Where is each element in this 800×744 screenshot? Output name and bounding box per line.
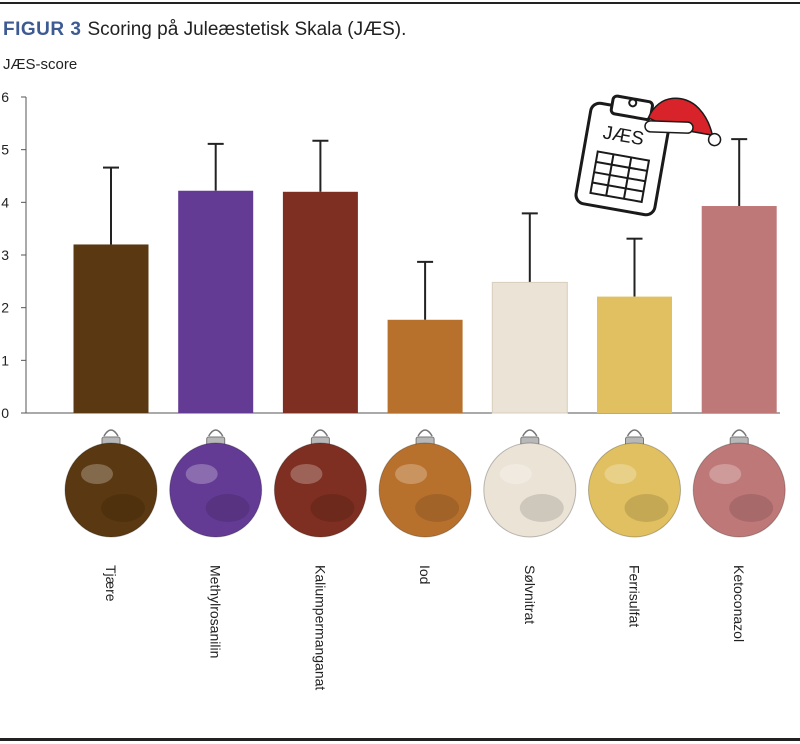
figure-caption: Scoring på Juleæstetisk Skala (JÆS). <box>87 19 407 40</box>
bar <box>597 296 672 413</box>
y-tick-label: 3 <box>1 247 9 263</box>
bar <box>282 191 358 413</box>
bar <box>73 244 149 413</box>
x-tick-label: Iod <box>417 565 433 584</box>
top-rule <box>0 2 800 4</box>
bar <box>387 319 463 413</box>
y-tick-label: 1 <box>1 352 9 368</box>
y-axis-label: JÆS-score <box>3 56 78 73</box>
y-tick-label: 5 <box>1 142 9 158</box>
ornament-icon <box>483 429 577 538</box>
ornament-icon <box>692 429 786 538</box>
ornament-icon <box>378 429 472 538</box>
ornament-icon <box>169 429 263 538</box>
x-tick-label: Sølvnitrat <box>522 565 538 624</box>
y-tick-label: 2 <box>1 300 9 316</box>
figure-title: FIGUR 3 Scoring på Juleæstetisk Skala (JÆ… <box>3 19 406 41</box>
bar <box>491 281 568 414</box>
ornament-icon <box>588 429 681 538</box>
x-tick-labels: Tjære Methylrosanilin Kaliumpermanganat Iod… <box>103 565 747 690</box>
x-tick-label: Kaliumpermanganat <box>312 565 328 690</box>
x-tick-label: Ferrisulfat <box>627 565 643 627</box>
clipboard-santa-hat-icon: JÆS <box>574 94 722 217</box>
bars <box>73 138 777 414</box>
ornament-icon <box>273 429 367 538</box>
bar <box>178 190 254 413</box>
ornaments <box>64 429 786 538</box>
axes: 0 1 2 3 4 5 6 <box>1 89 780 421</box>
x-tick-label: Tjære <box>103 565 119 602</box>
y-tick-label: 6 <box>1 89 9 105</box>
bottom-rule <box>0 738 800 741</box>
ornament-icon <box>64 429 158 538</box>
y-tick-label: 4 <box>1 194 9 210</box>
y-tick-label: 0 <box>1 405 9 421</box>
x-tick-label: Methylrosanilin <box>208 565 224 658</box>
bar <box>701 206 777 413</box>
figure-label: FIGUR 3 <box>3 19 82 40</box>
x-tick-label: Ketoconazol <box>731 565 747 642</box>
